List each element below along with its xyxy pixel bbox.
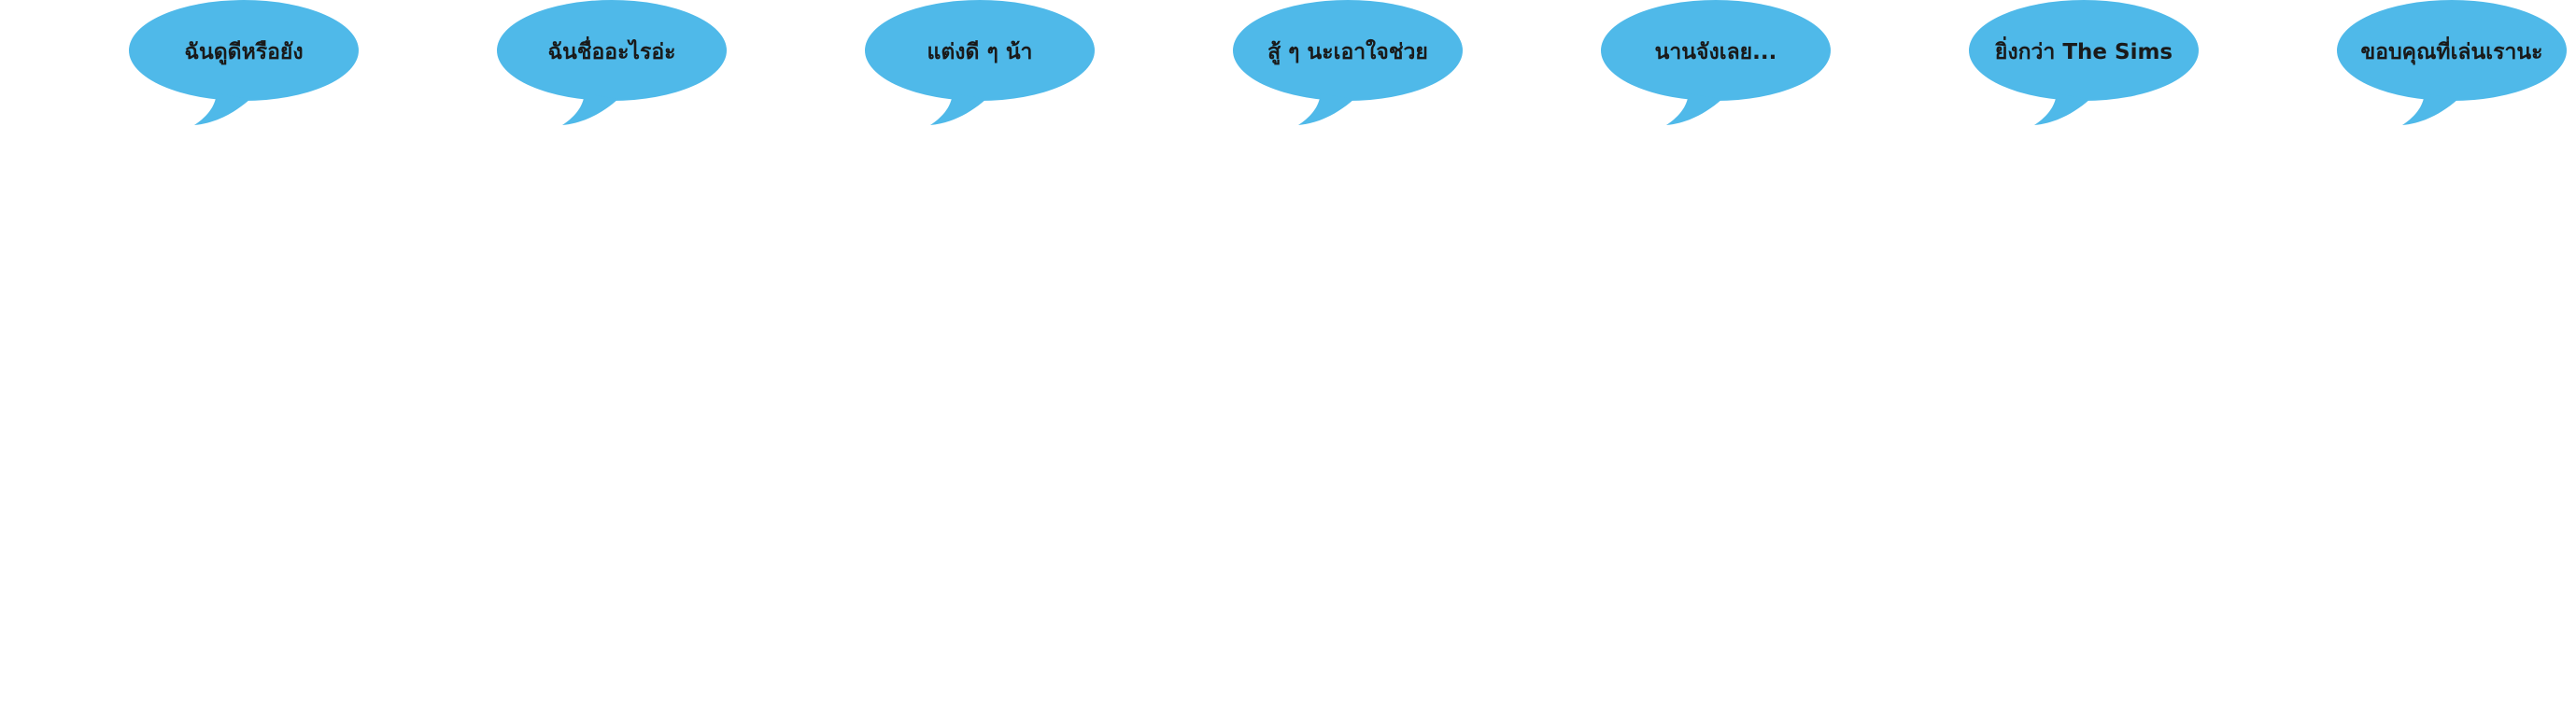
speech-bubble-4: สู้ ๆ นะเอาใจช่วย (1233, 0, 1463, 127)
speech-bubble-text: แต่งดี ๆ น้า (927, 40, 1033, 64)
speech-bubble-text: ฉันดูดีหรือยัง (184, 40, 304, 64)
speech-bubble-text: นานจังเลย... (1654, 40, 1777, 64)
speech-bubble-shape (2337, 0, 2567, 125)
speech-bubble-5: นานจังเลย... (1601, 0, 1831, 127)
speech-bubble-3: แต่งดี ๆ น้า (865, 0, 1095, 127)
speech-bubble-shape (497, 0, 727, 125)
speech-bubble-shape (865, 0, 1095, 125)
speech-bubble-6: ยิ่งกว่า The Sims (1969, 0, 2199, 127)
speech-bubble-shape (1601, 0, 1831, 125)
speech-bubble-2: ฉันชื่ออะไรอ่ะ (497, 0, 727, 127)
speech-bubble-text: ฉันชื่ออะไรอ่ะ (547, 40, 676, 64)
speech-bubble-text: ขอบคุณที่เล่นเรานะ (2360, 40, 2543, 64)
speech-bubble-text: ยิ่งกว่า The Sims (1994, 40, 2173, 64)
speech-bubble-shape (129, 0, 359, 125)
speech-bubble-shape (1233, 0, 1463, 125)
speech-bubble-text: สู้ ๆ นะเอาใจช่วย (1267, 40, 1428, 64)
speech-bubble-shape (1969, 0, 2199, 125)
speech-bubble-1: ฉันดูดีหรือยัง (129, 0, 359, 127)
speech-bubble-7: ขอบคุณที่เล่นเรานะ (2337, 0, 2567, 127)
